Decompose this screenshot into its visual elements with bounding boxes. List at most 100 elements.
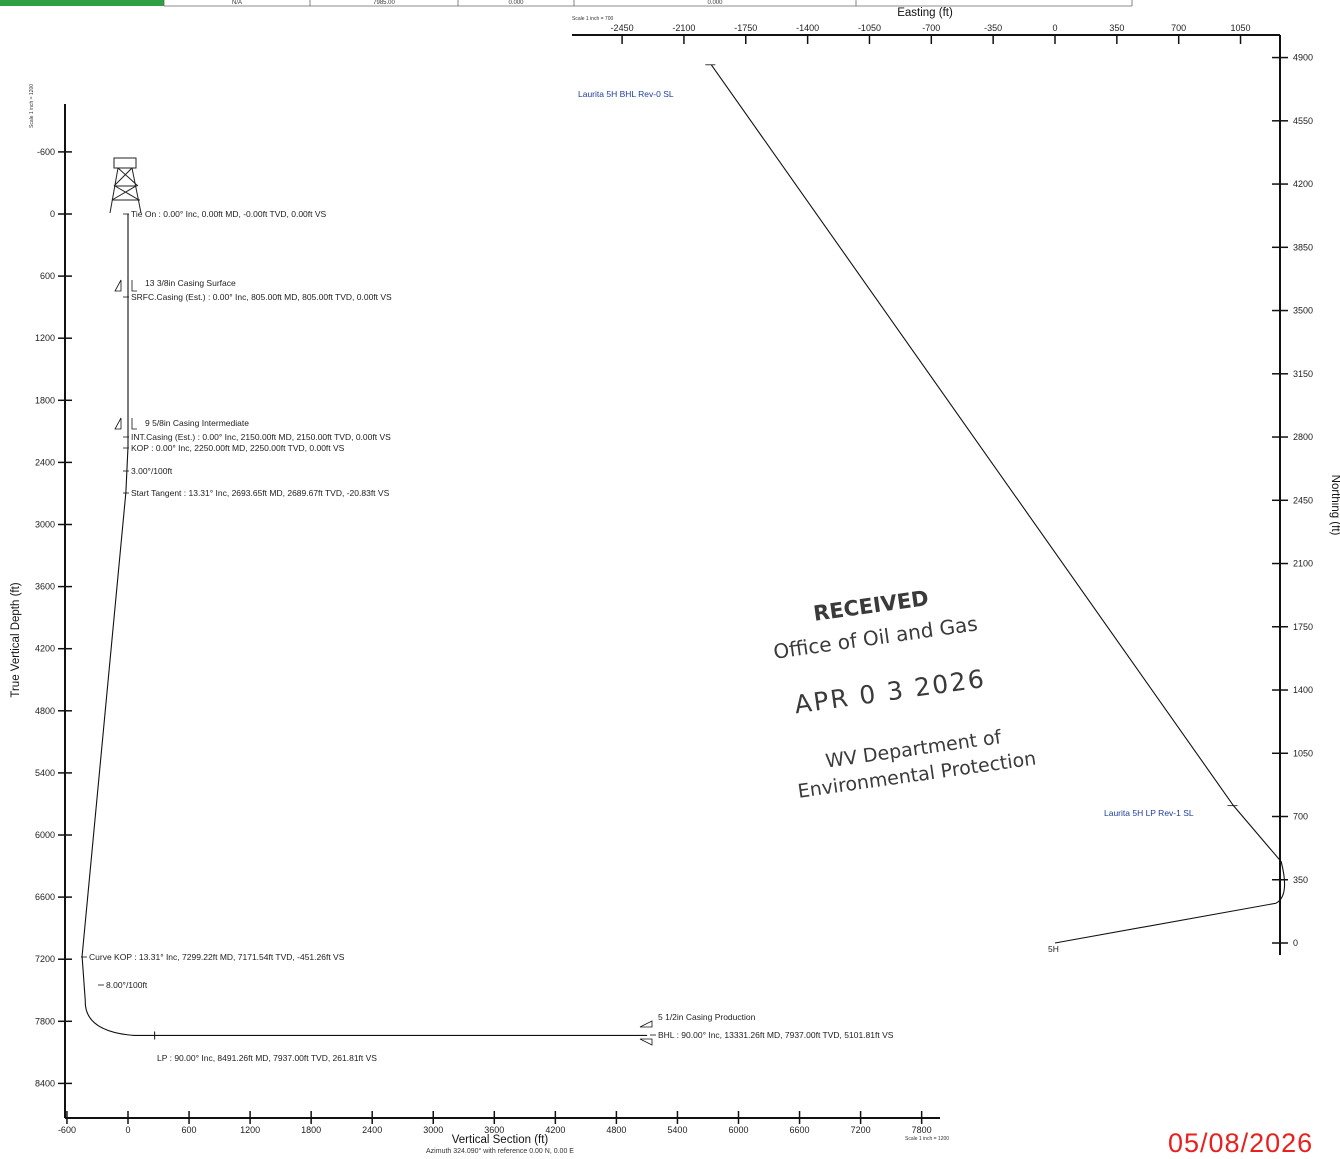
vs-y-tick-label: 4800 <box>35 706 55 716</box>
vs-annotation: INT.Casing (Est.) : 0.00° Inc, 2150.00ft… <box>131 432 391 442</box>
vs-y-tick-label: 1800 <box>35 395 55 405</box>
plan-y-tick-label: 700 <box>1293 812 1308 822</box>
plan-x-tick-label: 700 <box>1171 23 1186 33</box>
vs-annotation: KOP : 0.00° Inc, 2250.00ft MD, 2250.00ft… <box>131 443 345 453</box>
vs-annotation: 13 3/8in Casing Surface <box>145 278 236 288</box>
vs-x-tick-label: 600 <box>182 1125 197 1135</box>
vs-y-tick-label: 7800 <box>35 1016 55 1026</box>
casing-shoe-marker <box>114 417 122 430</box>
plan-x-tick-label: -1050 <box>858 23 881 33</box>
plan-x-tick-label: -1750 <box>734 23 757 33</box>
vs-wellpath-line <box>81 214 648 1037</box>
vs-y-tick-label: 4200 <box>35 644 55 654</box>
plan-target-label: Laurita 5H BHL Rev-0 SL <box>578 89 674 99</box>
vs-y-tick-label: 5400 <box>35 768 55 778</box>
plan-y-tick-label: 4900 <box>1293 53 1313 63</box>
header-green-cell <box>0 0 164 6</box>
plan-x-tick-label: -2450 <box>611 23 634 33</box>
plan-y-tick-label: 1750 <box>1293 622 1313 632</box>
vs-x-tick-label: -600 <box>58 1125 76 1135</box>
vs-y-tick-label: 3600 <box>35 582 55 592</box>
vs-y-tick-label: 8400 <box>35 1078 55 1088</box>
vs-x-tick-label: 7800 <box>912 1125 932 1135</box>
vs-x-tick-label: 5400 <box>667 1125 687 1135</box>
vs-annotation: 5 1/2in Casing Production <box>658 1012 756 1022</box>
vs-x-tick-label: 6600 <box>790 1125 810 1135</box>
vs-annotation: BHL : 90.00° Inc, 13331.26ft MD, 7937.00… <box>658 1030 894 1040</box>
plan-x-tick-label: 1050 <box>1231 23 1251 33</box>
vs-y-tick-label: 6600 <box>35 892 55 902</box>
vs-y-tick-label: 1200 <box>35 333 55 343</box>
plan-target-label: 5H <box>1048 944 1059 954</box>
header-table: N/A 7985.00 0.000 0.000 <box>0 0 1133 7</box>
plan-x-tick-label: 0 <box>1052 23 1057 33</box>
received-stamp: RECEIVED Office of Oil and Gas APR 0 3 2… <box>772 586 1038 803</box>
stamp-office: Office of Oil and Gas <box>772 611 979 663</box>
plan-y-axis-title: Northing (ft) <box>1329 475 1340 536</box>
plan-x-tick-label: -2100 <box>672 23 695 33</box>
plan-y-tick-label: 350 <box>1293 875 1308 885</box>
footer-date: 05/08/2026 <box>1168 1128 1314 1158</box>
vs-annotation: LP : 90.00° Inc, 8491.26ft MD, 7937.00ft… <box>157 1053 377 1063</box>
plan-x-tick-label: -1400 <box>796 23 819 33</box>
casing-shoe-marker <box>131 418 137 430</box>
vs-x-tick-label: 2400 <box>362 1125 382 1135</box>
plan-x-tick-label: 350 <box>1109 23 1124 33</box>
plan-y-tick-label: 2100 <box>1293 559 1313 569</box>
vs-x-tick-label: 3000 <box>423 1125 443 1135</box>
vs-x-tick-label: 0 <box>125 1125 130 1135</box>
vs-y-axis-title: True Vertical Depth (ft) <box>10 582 22 697</box>
plan-y-tick-label: 3850 <box>1293 242 1313 252</box>
plan-y-tick-label: 1400 <box>1293 685 1313 695</box>
vs-x-tick-label: 6000 <box>728 1125 748 1135</box>
casing-shoe-marker <box>114 279 122 292</box>
header-cell-4: 0.000 <box>707 0 723 6</box>
vs-annotation: Curve KOP : 13.31° Inc, 7299.22ft MD, 71… <box>89 952 345 962</box>
vs-x-tick-label: 4200 <box>545 1125 565 1135</box>
plan-x-tick-label: -700 <box>922 23 940 33</box>
vs-y-tick-label: 600 <box>40 271 55 281</box>
vs-x-tick-label: 4800 <box>606 1125 626 1135</box>
vs-annotation: SRFC.Casing (Est.) : 0.00° Inc, 805.00ft… <box>131 292 392 302</box>
vs-x-axis-title: Vertical Section (ft) <box>452 1134 549 1146</box>
vs-x-tick-label: 7200 <box>851 1125 871 1135</box>
vs-x-tick-label: 1800 <box>301 1125 321 1135</box>
stamp-date: APR 0 3 2026 <box>793 664 988 720</box>
vs-y-tick-label: -600 <box>37 147 55 157</box>
plan-y-tick-label: 2800 <box>1293 432 1313 442</box>
plan-x-tick-label: -350 <box>984 23 1002 33</box>
rig-icon <box>109 157 142 214</box>
plan-target-label: Laurita 5H LP Rev-1 SL <box>1104 808 1194 818</box>
vs-x-tick-label: 1200 <box>240 1125 260 1135</box>
vs-y-tick-label: 6000 <box>35 830 55 840</box>
plan-y-tick-label: 1050 <box>1293 748 1313 758</box>
vs-annotation: Start Tangent : 13.31° Inc, 2693.65ft MD… <box>131 488 390 498</box>
vertical-section-chart: -600 0 600 1200 1800 2400 3000 3600 4200 4800 5400… <box>10 84 949 1155</box>
vs-y-tick-label: 0 <box>50 209 55 219</box>
vs-y-tick-label: 7200 <box>35 954 55 964</box>
plan-scale-note: Scale 1 inch = 700 <box>572 16 613 22</box>
casing-shoe-marker <box>131 280 137 292</box>
plan-y-tick-label: 3500 <box>1293 306 1313 316</box>
plan-y-tick-label: 3150 <box>1293 369 1313 379</box>
plan-wellpath-line <box>710 64 1286 944</box>
casing-shoe-marker <box>639 1038 653 1046</box>
plan-x-axis-title: Easting (ft) <box>897 7 953 19</box>
vs-annotation: 8.00°/100ft <box>106 980 148 990</box>
vs-azimuth-note: Azimuth 324.090° with reference 0.00 N, … <box>426 1147 574 1155</box>
plan-y-tick-label: 2450 <box>1293 495 1313 505</box>
plan-y-tick-label: 0 <box>1293 938 1298 948</box>
header-cell-3: 0.000 <box>508 0 524 6</box>
plan-y-tick-label: 4200 <box>1293 179 1313 189</box>
vs-y-tick-label: 2400 <box>35 457 55 467</box>
vs-y-scale-note: Scale 1 inch = 1200 <box>29 84 35 128</box>
vs-y-tick-label: 3000 <box>35 520 55 530</box>
plan-y-tick-label: 4550 <box>1293 116 1313 126</box>
vs-annotation: Tie On : 0.00° Inc, 0.00ft MD, -0.00ft T… <box>131 209 327 219</box>
plan-view-chart: -2450 -2100 -1750 -1400 -1050 -700 -350 0 350 700… <box>572 7 1340 955</box>
vs-x-tick-label: 3600 <box>484 1125 504 1135</box>
header-cell-2: 7985.00 <box>373 0 395 6</box>
header-cell-1: N/A <box>232 0 242 6</box>
casing-shoe-marker <box>639 1020 653 1028</box>
